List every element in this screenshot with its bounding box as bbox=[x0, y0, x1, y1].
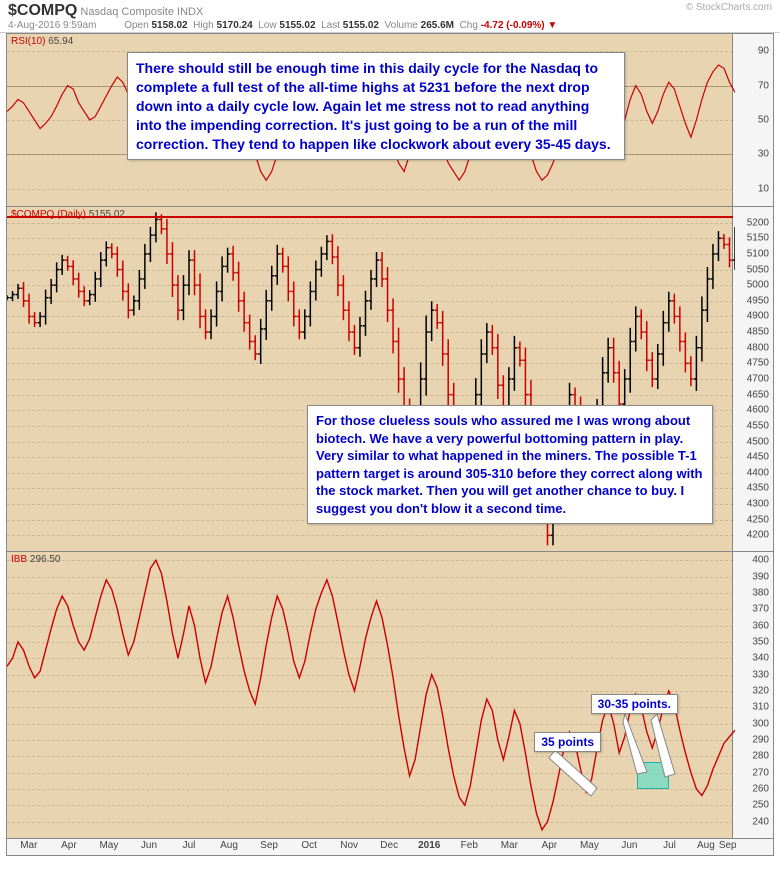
y-tick: 260 bbox=[752, 783, 769, 794]
y-tick: 370 bbox=[752, 604, 769, 615]
callout-points-2: 35 points bbox=[534, 732, 601, 752]
quote-line: 4-Aug-2016 9:59am Open 5158.02 High 5170… bbox=[8, 20, 772, 31]
y-tick: 4200 bbox=[747, 530, 769, 541]
price-y-axis: 4200 4250 4300 4350 4400 4450 4500 4550 4600 4650… bbox=[732, 207, 773, 551]
x-tick: 2016 bbox=[418, 840, 440, 851]
chart-root: $COMPQ Nasdaq Composite INDX © StockChar… bbox=[0, 0, 780, 896]
x-tick: Oct bbox=[301, 840, 317, 851]
chart-header: $COMPQ Nasdaq Composite INDX © StockChar… bbox=[0, 0, 780, 33]
x-tick: Nov bbox=[340, 840, 358, 851]
y-tick: 30 bbox=[758, 149, 769, 160]
y-tick: 250 bbox=[752, 800, 769, 811]
annotation-rsi-note: There should still be enough time in thi… bbox=[127, 52, 625, 160]
x-tick: Dec bbox=[380, 840, 398, 851]
y-tick: 5200 bbox=[747, 217, 769, 228]
x-tick: Sep bbox=[719, 840, 737, 851]
x-tick: Apr bbox=[61, 840, 77, 851]
y-tick: 340 bbox=[752, 653, 769, 664]
ibb-y-axis: 240 250 260 270 280 290 300 310 320 330 340 350 360 3… bbox=[732, 552, 773, 838]
x-tick: Sep bbox=[260, 840, 278, 851]
x-tick: Aug bbox=[220, 840, 238, 851]
rsi-panel: RSI(10) 65.94 1030507090 There should st… bbox=[6, 33, 774, 207]
y-tick: 4250 bbox=[747, 514, 769, 525]
x-tick: Jun bbox=[621, 840, 637, 851]
y-tick: 320 bbox=[752, 685, 769, 696]
x-tick: Apr bbox=[542, 840, 558, 851]
price-panel: $COMPQ (Daily) 5155.02 42004250430043504… bbox=[6, 207, 774, 552]
y-tick: 4900 bbox=[747, 311, 769, 322]
y-tick: 5100 bbox=[747, 248, 769, 259]
watermark: © StockCharts.com bbox=[686, 2, 772, 13]
y-tick: 4850 bbox=[747, 327, 769, 338]
resistance-line bbox=[7, 216, 733, 218]
x-tick: Mar bbox=[20, 840, 37, 851]
x-tick: May bbox=[99, 840, 118, 851]
y-tick: 5050 bbox=[747, 264, 769, 275]
y-tick: 380 bbox=[752, 587, 769, 598]
y-tick: 4550 bbox=[747, 420, 769, 431]
x-tick: Jun bbox=[141, 840, 157, 851]
y-tick: 360 bbox=[752, 620, 769, 631]
y-tick: 350 bbox=[752, 636, 769, 647]
callout-points-1: 30-35 points. bbox=[591, 694, 678, 714]
y-tick: 4650 bbox=[747, 389, 769, 400]
annotation-biotech-note: For those clueless souls who assured me … bbox=[307, 405, 713, 524]
x-tick: Aug bbox=[697, 840, 715, 851]
y-tick: 310 bbox=[752, 702, 769, 713]
y-tick: 270 bbox=[752, 767, 769, 778]
y-tick: 10 bbox=[758, 183, 769, 194]
y-tick: 4300 bbox=[747, 499, 769, 510]
y-tick: 4950 bbox=[747, 295, 769, 306]
y-tick: 290 bbox=[752, 734, 769, 745]
y-tick: 300 bbox=[752, 718, 769, 729]
y-tick: 5150 bbox=[747, 233, 769, 244]
y-tick: 4350 bbox=[747, 483, 769, 494]
x-tick: May bbox=[580, 840, 599, 851]
y-tick: 50 bbox=[758, 115, 769, 126]
y-tick: 4700 bbox=[747, 374, 769, 385]
y-tick: 4800 bbox=[747, 342, 769, 353]
y-tick: 70 bbox=[758, 80, 769, 91]
y-tick: 4750 bbox=[747, 358, 769, 369]
y-tick: 90 bbox=[758, 46, 769, 57]
x-axis: Mar Apr May Jun Jul Aug Sep Oct Nov Dec 2016 Feb Mar… bbox=[6, 839, 774, 856]
x-tick: Feb bbox=[461, 840, 478, 851]
ticker-symbol: $COMPQ bbox=[8, 2, 77, 19]
y-tick: 5000 bbox=[747, 280, 769, 291]
y-tick: 390 bbox=[752, 571, 769, 582]
y-tick: 400 bbox=[752, 555, 769, 566]
rsi-y-axis: 10 30 50 70 90 bbox=[732, 34, 773, 206]
y-tick: 240 bbox=[752, 816, 769, 827]
y-tick: 330 bbox=[752, 669, 769, 680]
y-tick: 4500 bbox=[747, 436, 769, 447]
x-tick: Jul bbox=[663, 840, 676, 851]
x-tick: Jul bbox=[183, 840, 196, 851]
y-tick: 4400 bbox=[747, 467, 769, 478]
x-tick: Mar bbox=[501, 840, 518, 851]
quote-date: 4-Aug-2016 9:59am bbox=[8, 20, 96, 31]
ibb-panel: IBB 296.50 24025026027028029030031032033… bbox=[6, 552, 774, 839]
y-tick: 280 bbox=[752, 751, 769, 762]
ticker-desc: Nasdaq Composite INDX bbox=[80, 6, 203, 18]
y-tick: 4450 bbox=[747, 452, 769, 463]
y-tick: 4600 bbox=[747, 405, 769, 416]
